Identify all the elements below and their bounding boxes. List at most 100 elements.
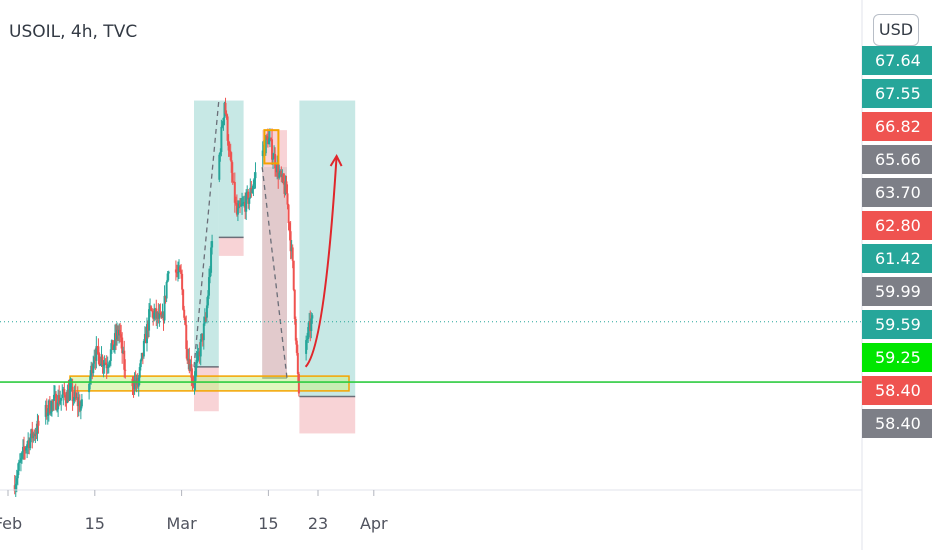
candle-body — [78, 401, 81, 411]
small-highlight-box — [263, 129, 280, 165]
candle-body — [21, 446, 24, 453]
candle-body — [15, 478, 18, 484]
candle-body — [229, 151, 232, 161]
plot-area[interactable] — [0, 97, 862, 497]
candle-body — [110, 340, 113, 350]
position-1-profit-zone — [194, 100, 219, 367]
candle-body — [14, 483, 17, 492]
candle-body — [120, 334, 123, 338]
candle-body — [105, 364, 108, 369]
candle-body — [236, 207, 239, 215]
candle-body — [311, 315, 314, 319]
candle-body — [271, 139, 274, 160]
candle-body — [286, 193, 289, 205]
candle-body — [148, 309, 151, 331]
price-label-badge — [862, 310, 932, 339]
candle-body — [140, 352, 143, 360]
candle-body — [200, 333, 203, 340]
position-4-loss-zone — [299, 396, 356, 434]
currency-button[interactable]: USD — [873, 14, 919, 46]
candle-body — [221, 125, 224, 127]
candle-body — [91, 365, 94, 374]
candle-body — [196, 351, 199, 361]
candle-body — [58, 395, 61, 404]
price-label-text: 61.42 — [875, 249, 921, 268]
candle-body — [13, 485, 16, 492]
candle-body — [162, 314, 165, 321]
candle-body — [60, 397, 63, 401]
price-label-text: 66.82 — [875, 117, 921, 136]
candle-body — [184, 317, 187, 325]
drawings-layer — [69, 100, 356, 434]
candle-body — [183, 309, 186, 318]
candle-body — [28, 440, 31, 449]
candle-body — [206, 295, 209, 306]
price-label-text: 65.66 — [875, 150, 921, 169]
candle-body — [31, 429, 34, 439]
candle-body — [240, 205, 243, 207]
position-2-loss-zone — [218, 237, 244, 256]
candle-body — [193, 380, 196, 386]
annotations-layer — [0, 100, 862, 383]
price-label-badge — [862, 178, 932, 207]
price-axis[interactable]: 67.64 67.55 66.82 65.66 63.70 62.80 61.42 59.99… — [862, 46, 932, 438]
candle-body — [49, 411, 52, 414]
candle-body — [142, 341, 145, 357]
candle-body — [281, 174, 284, 178]
candle-body — [106, 366, 109, 369]
candle-body — [198, 351, 201, 357]
candle-body — [68, 389, 71, 401]
candle-body — [77, 401, 80, 407]
candle-body — [185, 324, 188, 349]
candle-body — [48, 400, 51, 414]
candle-body — [96, 346, 99, 348]
candle-body — [289, 231, 292, 252]
candle-body — [297, 373, 300, 394]
price-label-text: 67.64 — [875, 51, 921, 70]
candle-body — [153, 312, 156, 319]
candle-body — [132, 386, 135, 389]
candle-body — [156, 312, 159, 319]
candle-body — [195, 360, 198, 368]
candle-body — [25, 447, 28, 451]
candle-body — [135, 377, 138, 385]
time-axis[interactable]: Feb 15 Mar 15 23 Apr — [0, 490, 388, 533]
candle-body — [220, 126, 223, 152]
candle-body — [211, 241, 214, 248]
candle-body — [261, 150, 264, 157]
candle-body — [210, 247, 213, 273]
candle-body — [219, 151, 222, 155]
candle-body — [98, 353, 101, 366]
candle-body — [290, 247, 293, 252]
candle-body — [37, 420, 40, 426]
candle-body — [100, 356, 103, 365]
candle-body — [285, 181, 288, 194]
price-label-text: 59.25 — [875, 348, 921, 367]
time-tick-label: Apr — [360, 514, 388, 533]
candle-body — [149, 306, 152, 310]
candle-body — [277, 163, 280, 178]
candle-body — [151, 310, 154, 312]
time-tick-label: Feb — [0, 514, 22, 533]
candle-body — [158, 312, 161, 319]
candle-body — [201, 333, 204, 341]
candle-body — [19, 458, 22, 462]
candle-body — [305, 340, 308, 354]
candle-body — [274, 154, 277, 169]
candle-body — [67, 390, 70, 401]
candle-body — [273, 154, 276, 159]
candle-body — [246, 191, 249, 193]
projection-arrow — [304, 155, 338, 368]
candle-body — [116, 329, 119, 340]
candle-body — [35, 433, 38, 435]
candle-body — [33, 433, 36, 437]
candle-body — [232, 181, 235, 183]
candle-body — [114, 333, 117, 340]
candle-body — [310, 318, 313, 332]
position-4-profit-zone — [299, 100, 356, 397]
candle-body — [283, 182, 286, 194]
candle-body — [174, 269, 177, 273]
candle-body — [29, 438, 32, 449]
candle-body — [264, 136, 267, 154]
